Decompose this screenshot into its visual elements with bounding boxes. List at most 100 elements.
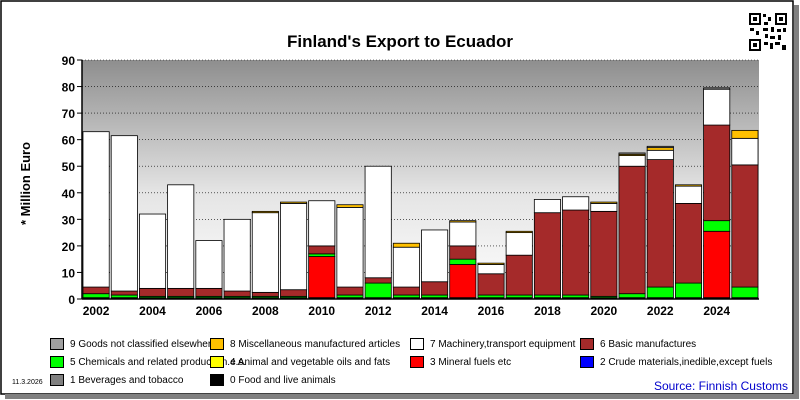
y-tick-label: 50: [62, 160, 76, 174]
legend-label: 3 Mineral fuels etc: [430, 356, 512, 368]
legend-swatch: [580, 338, 594, 350]
bar-segment: [364, 277, 392, 284]
bar-segment: [280, 201, 308, 204]
y-tick-label: 60: [62, 134, 76, 148]
outer-shadow-bottom: [5, 394, 799, 399]
bar-segment: [82, 293, 110, 299]
legend-label: 7 Machinery,transport equipment: [430, 338, 576, 350]
bar-segment: [477, 264, 505, 275]
source-label: Source: Finnish Customs: [653, 379, 788, 393]
plot-background: [82, 60, 759, 299]
y-tick-label: 80: [62, 81, 76, 95]
legend-item: 0 Food and live animals: [210, 374, 336, 386]
bar-segment: [421, 229, 449, 283]
y-axis-label: * Million Euro: [18, 141, 33, 225]
bar-segment: [618, 155, 646, 167]
bar-segment: [533, 212, 561, 296]
qr-code-icon: [748, 12, 788, 52]
legend-swatch: [210, 374, 224, 386]
bar-segment: [731, 164, 759, 288]
bar-segment: [477, 273, 505, 296]
bar-segment: [505, 232, 533, 256]
bar-segment: [251, 210, 279, 214]
x-tick-label: 2018: [534, 304, 561, 318]
bar-segment: [533, 199, 561, 214]
legend-swatch: [50, 356, 64, 368]
bar-segment: [590, 202, 618, 212]
bar-segment: [731, 129, 759, 139]
bar-segment: [82, 131, 110, 288]
bar-segment: [139, 213, 167, 289]
bar-segment: [449, 221, 477, 247]
legend-label: 5 Chemicals and related products,n.e.s.: [70, 356, 247, 368]
bar-segment: [223, 218, 251, 292]
bar-segment: [562, 196, 590, 211]
legend-label: 1 Beverages and tobacco: [70, 374, 184, 386]
bar-segment: [449, 220, 477, 223]
x-tick-label: 2014: [421, 304, 448, 318]
x-tick-label: 2012: [365, 304, 392, 318]
x-tick-label: 2008: [252, 304, 279, 318]
legend-item: 8 Miscellaneous manufactured articles: [210, 338, 400, 350]
y-tick-label: 40: [62, 187, 76, 201]
bar-segment: [336, 286, 364, 296]
legend-item: 9 Goods not classified elsewhere: [50, 338, 217, 350]
bar-segment: [139, 287, 167, 297]
legend-swatch: [210, 338, 224, 350]
bar-segment: [336, 204, 364, 208]
bar-segment: [505, 254, 533, 296]
legend-swatch: [50, 338, 64, 350]
date-stamp: 11.3.2026: [12, 379, 43, 386]
bar-segment: [449, 264, 477, 299]
x-tick-label: 2024: [703, 304, 730, 318]
bar-segment: [618, 152, 646, 155]
bar-segment: [505, 230, 533, 234]
bar-segment: [195, 287, 223, 297]
bar-segment: [449, 258, 477, 265]
bar-segment: [251, 212, 279, 293]
legend-item: 6 Basic manufactures: [580, 338, 696, 350]
bar-segment: [308, 256, 336, 299]
legend-label: 0 Food and live animals: [230, 374, 336, 386]
legend-item: 3 Mineral fuels etc: [410, 356, 511, 368]
bar-segment: [590, 201, 618, 204]
bar-segment: [251, 291, 279, 297]
legend: 9 Goods not classified elsewhere 8 Miscel…: [50, 338, 790, 394]
legend-label: 4 Animal and vegetable oils and fats: [230, 356, 391, 368]
y-tick-label: 70: [62, 107, 76, 121]
bar-segment: [308, 245, 336, 255]
y-tick-label: 20: [62, 240, 76, 254]
bar-segment: [82, 286, 110, 295]
bar-segment: [167, 184, 195, 289]
bar-segment: [703, 88, 731, 126]
bar-segment: [392, 246, 420, 288]
bar-segment: [703, 220, 731, 232]
x-tick-label: 2002: [83, 304, 110, 318]
grid-lines: [82, 59, 759, 273]
legend-item: 5 Chemicals and related products,n.e.s.: [50, 356, 246, 368]
y-tick-label: 30: [62, 213, 76, 227]
legend-swatch: [580, 356, 594, 368]
legend-item: 4 Animal and vegetable oils and fats: [210, 356, 390, 368]
legend-label: 2 Crude materials,inedible,except fuels: [600, 356, 773, 368]
x-tick-label: 2004: [139, 304, 166, 318]
bar-segment: [364, 282, 392, 299]
bar-segment: [674, 184, 702, 187]
bar-segment: [392, 286, 420, 296]
bar-segment: [703, 230, 731, 299]
bar-segment: [392, 242, 420, 248]
bar-segment: [223, 290, 251, 297]
bar-segment: [703, 124, 731, 222]
axes-layer: 0 10 20 30 40 50 60 70 80 90 2002 2004 2006 2008 2010 2…: [62, 54, 759, 318]
y-tick-label: 10: [62, 266, 76, 280]
bar-segment: [674, 185, 702, 204]
bar-segment: [618, 165, 646, 295]
x-tick-label: 2006: [196, 304, 223, 318]
bar-segment: [167, 287, 195, 297]
x-tick-label: 2010: [308, 304, 335, 318]
x-tick-label: 2016: [478, 304, 505, 318]
bars-layer: [82, 87, 759, 300]
legend-swatch: [410, 356, 424, 368]
bar-segment: [449, 245, 477, 260]
bar-segment: [674, 282, 702, 299]
